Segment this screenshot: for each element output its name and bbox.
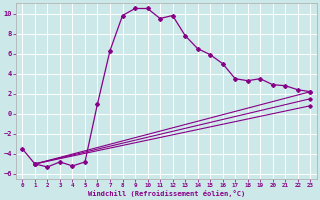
X-axis label: Windchill (Refroidissement éolien,°C): Windchill (Refroidissement éolien,°C) (88, 190, 245, 197)
